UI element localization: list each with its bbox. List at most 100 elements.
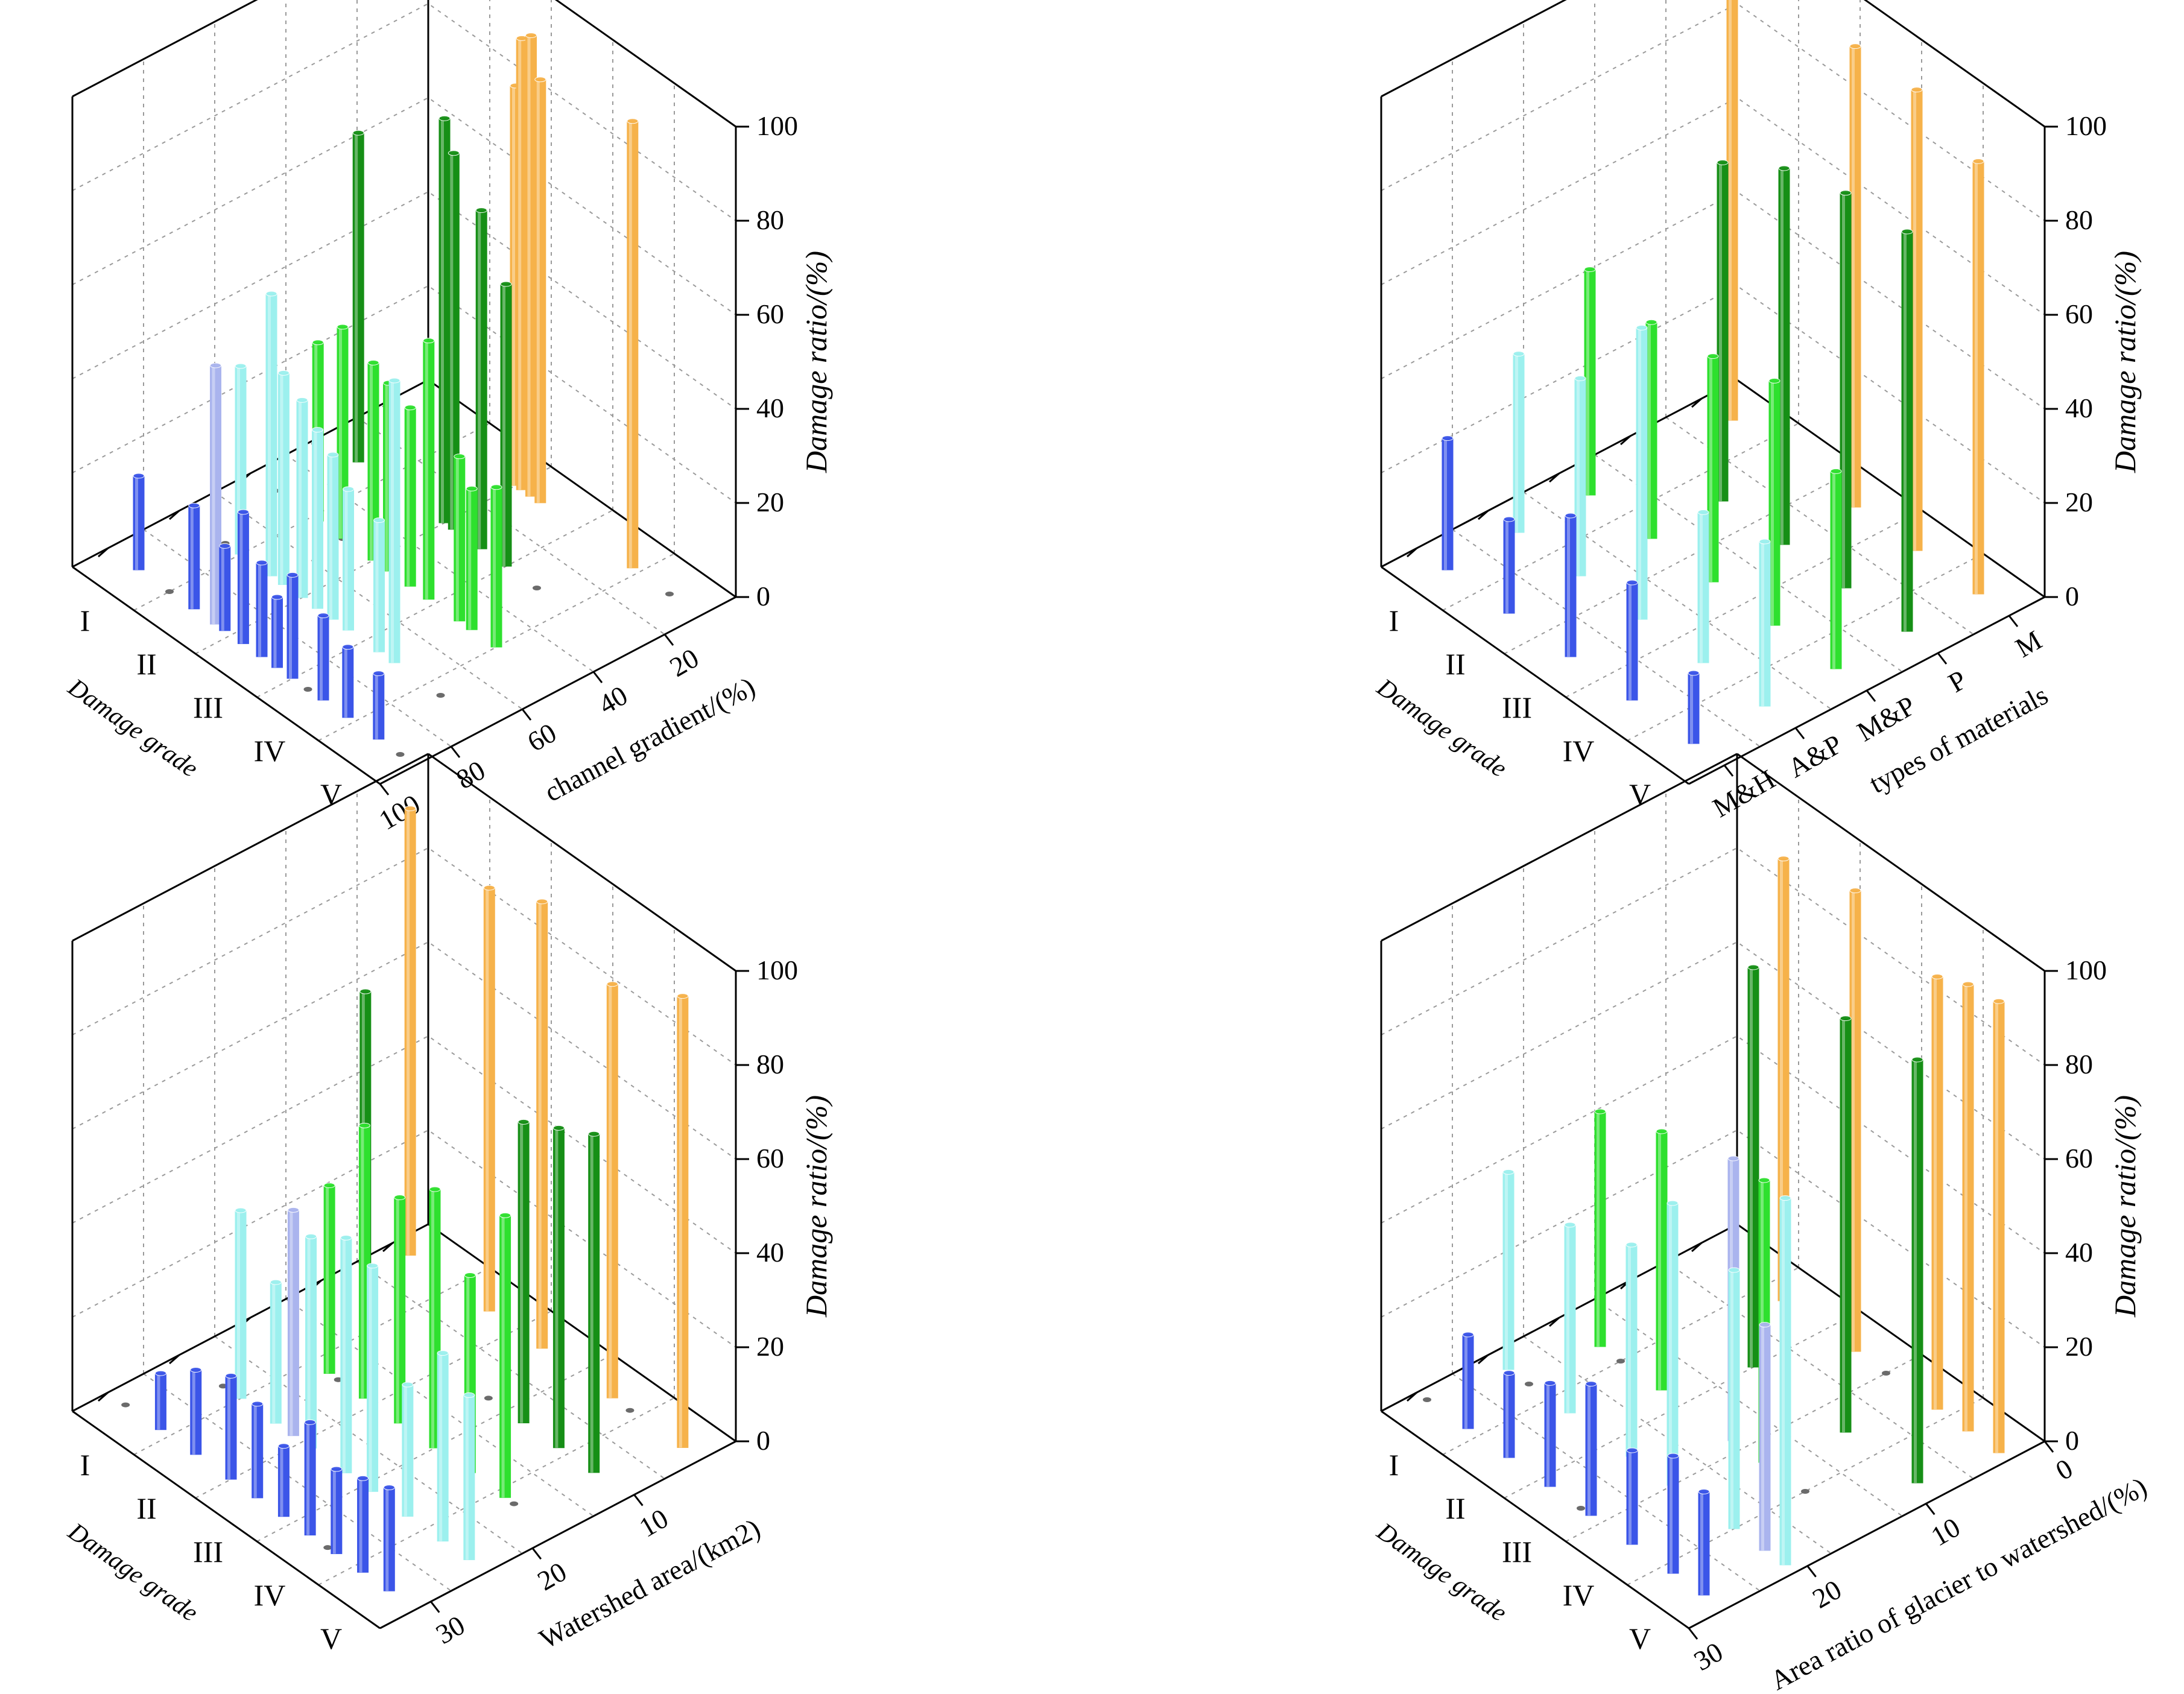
bar-top: [154, 1370, 166, 1376]
bar-top: [373, 671, 385, 677]
bar: [190, 1367, 202, 1455]
bar-body: [1931, 976, 1943, 1410]
bar-top: [357, 1475, 369, 1481]
bar-highlight: [375, 673, 378, 739]
bar-body: [1513, 353, 1525, 533]
bar: [1442, 435, 1454, 570]
floor-edge-line: [379, 596, 736, 785]
x-tick: [1937, 653, 1948, 665]
bar: [1728, 1267, 1740, 1529]
grade-tick: [98, 547, 109, 558]
x-tick: [2043, 1441, 2054, 1453]
z-gridline: [72, 941, 736, 1160]
bar-highlight: [227, 1376, 230, 1479]
bar: [317, 613, 329, 701]
bar-top: [1779, 1195, 1791, 1201]
z-tick-label: 40: [2065, 1237, 2093, 1268]
bar-body: [373, 520, 385, 653]
bar-body: [388, 380, 400, 663]
bar-highlight: [268, 294, 271, 576]
z-gridline: [72, 1035, 736, 1254]
grade-tick-label: III: [193, 1535, 223, 1569]
bar-body: [252, 1403, 264, 1499]
bar-top: [343, 486, 354, 492]
bar: [483, 885, 495, 1312]
bar-highlight: [190, 505, 194, 609]
bar-top: [188, 502, 200, 508]
bar-highlight: [425, 340, 428, 599]
zero-marker: [484, 1395, 493, 1401]
bar-highlight: [1934, 976, 1937, 1409]
bar: [342, 644, 354, 718]
z-tick-label: 20: [756, 487, 784, 517]
bar-top: [464, 1272, 476, 1278]
bar: [270, 1279, 282, 1424]
bar-body: [1759, 1324, 1771, 1551]
bar: [1503, 516, 1515, 614]
bar: [1544, 1380, 1556, 1487]
bar-body: [219, 545, 231, 631]
grade-tick-label: V: [1629, 1622, 1651, 1655]
x-tick: [1723, 765, 1734, 777]
bar-body: [606, 984, 618, 1398]
bar-top: [552, 1125, 565, 1131]
bar: [373, 517, 385, 653]
bar-highlight: [1852, 890, 1855, 1351]
bar-top: [1768, 378, 1780, 384]
bar-top: [1962, 981, 1974, 987]
bar: [1707, 353, 1719, 583]
bar-body: [454, 456, 466, 622]
bar-top: [312, 427, 323, 433]
bar-body: [1778, 168, 1790, 545]
top-edge-line: [554, 0, 736, 128]
bar-body: [383, 1487, 395, 1591]
z-tick-label: 80: [2065, 1049, 2093, 1079]
grade-tick-label: IV: [1563, 734, 1595, 768]
bar-body: [340, 1237, 352, 1473]
bar: [1502, 1169, 1515, 1370]
bar-body: [188, 505, 200, 610]
bar-top: [133, 473, 145, 479]
bar-highlight: [253, 1403, 257, 1498]
x-axis-line: [72, 1410, 381, 1629]
zero-marker: [1525, 1382, 1533, 1386]
top-edge-line: [1381, 0, 1567, 98]
bar-body: [404, 407, 416, 587]
bar-body: [1502, 1171, 1515, 1370]
bar-top: [483, 885, 495, 891]
bar: [331, 1466, 343, 1554]
bar-body: [1698, 1491, 1710, 1596]
bar: [1768, 378, 1780, 626]
bar-body: [154, 1373, 166, 1430]
bar-top: [1759, 539, 1771, 545]
bar: [1840, 190, 1852, 589]
z-tick-label: 60: [756, 299, 784, 329]
bar-top: [588, 1131, 600, 1137]
bar: [256, 560, 268, 657]
grade-tick: [1407, 547, 1417, 558]
grade-tick: [169, 510, 180, 520]
bar-top: [1707, 353, 1719, 359]
bar: [1726, 0, 1738, 421]
bar-highlight: [1587, 1383, 1591, 1515]
bar-top: [1747, 964, 1759, 970]
x-tick: [633, 1494, 644, 1506]
bar-top: [1636, 324, 1648, 330]
bar: [383, 1485, 395, 1591]
bar-body: [1645, 321, 1657, 539]
bar-highlight: [369, 1265, 372, 1492]
bar-highlight: [280, 1446, 283, 1517]
bar: [402, 1382, 414, 1517]
bar-top: [235, 363, 247, 369]
bar-body: [1594, 1111, 1606, 1347]
bar: [500, 281, 512, 567]
bar-top: [1626, 580, 1638, 586]
bar: [1840, 1016, 1852, 1433]
bar-body: [287, 1209, 299, 1436]
bar-highlight: [339, 327, 342, 539]
bar-top: [256, 560, 268, 566]
bar-top: [1717, 159, 1729, 165]
bar-highlight: [1975, 161, 1978, 594]
bar-top: [1625, 1242, 1638, 1248]
bar-top: [1565, 513, 1577, 519]
